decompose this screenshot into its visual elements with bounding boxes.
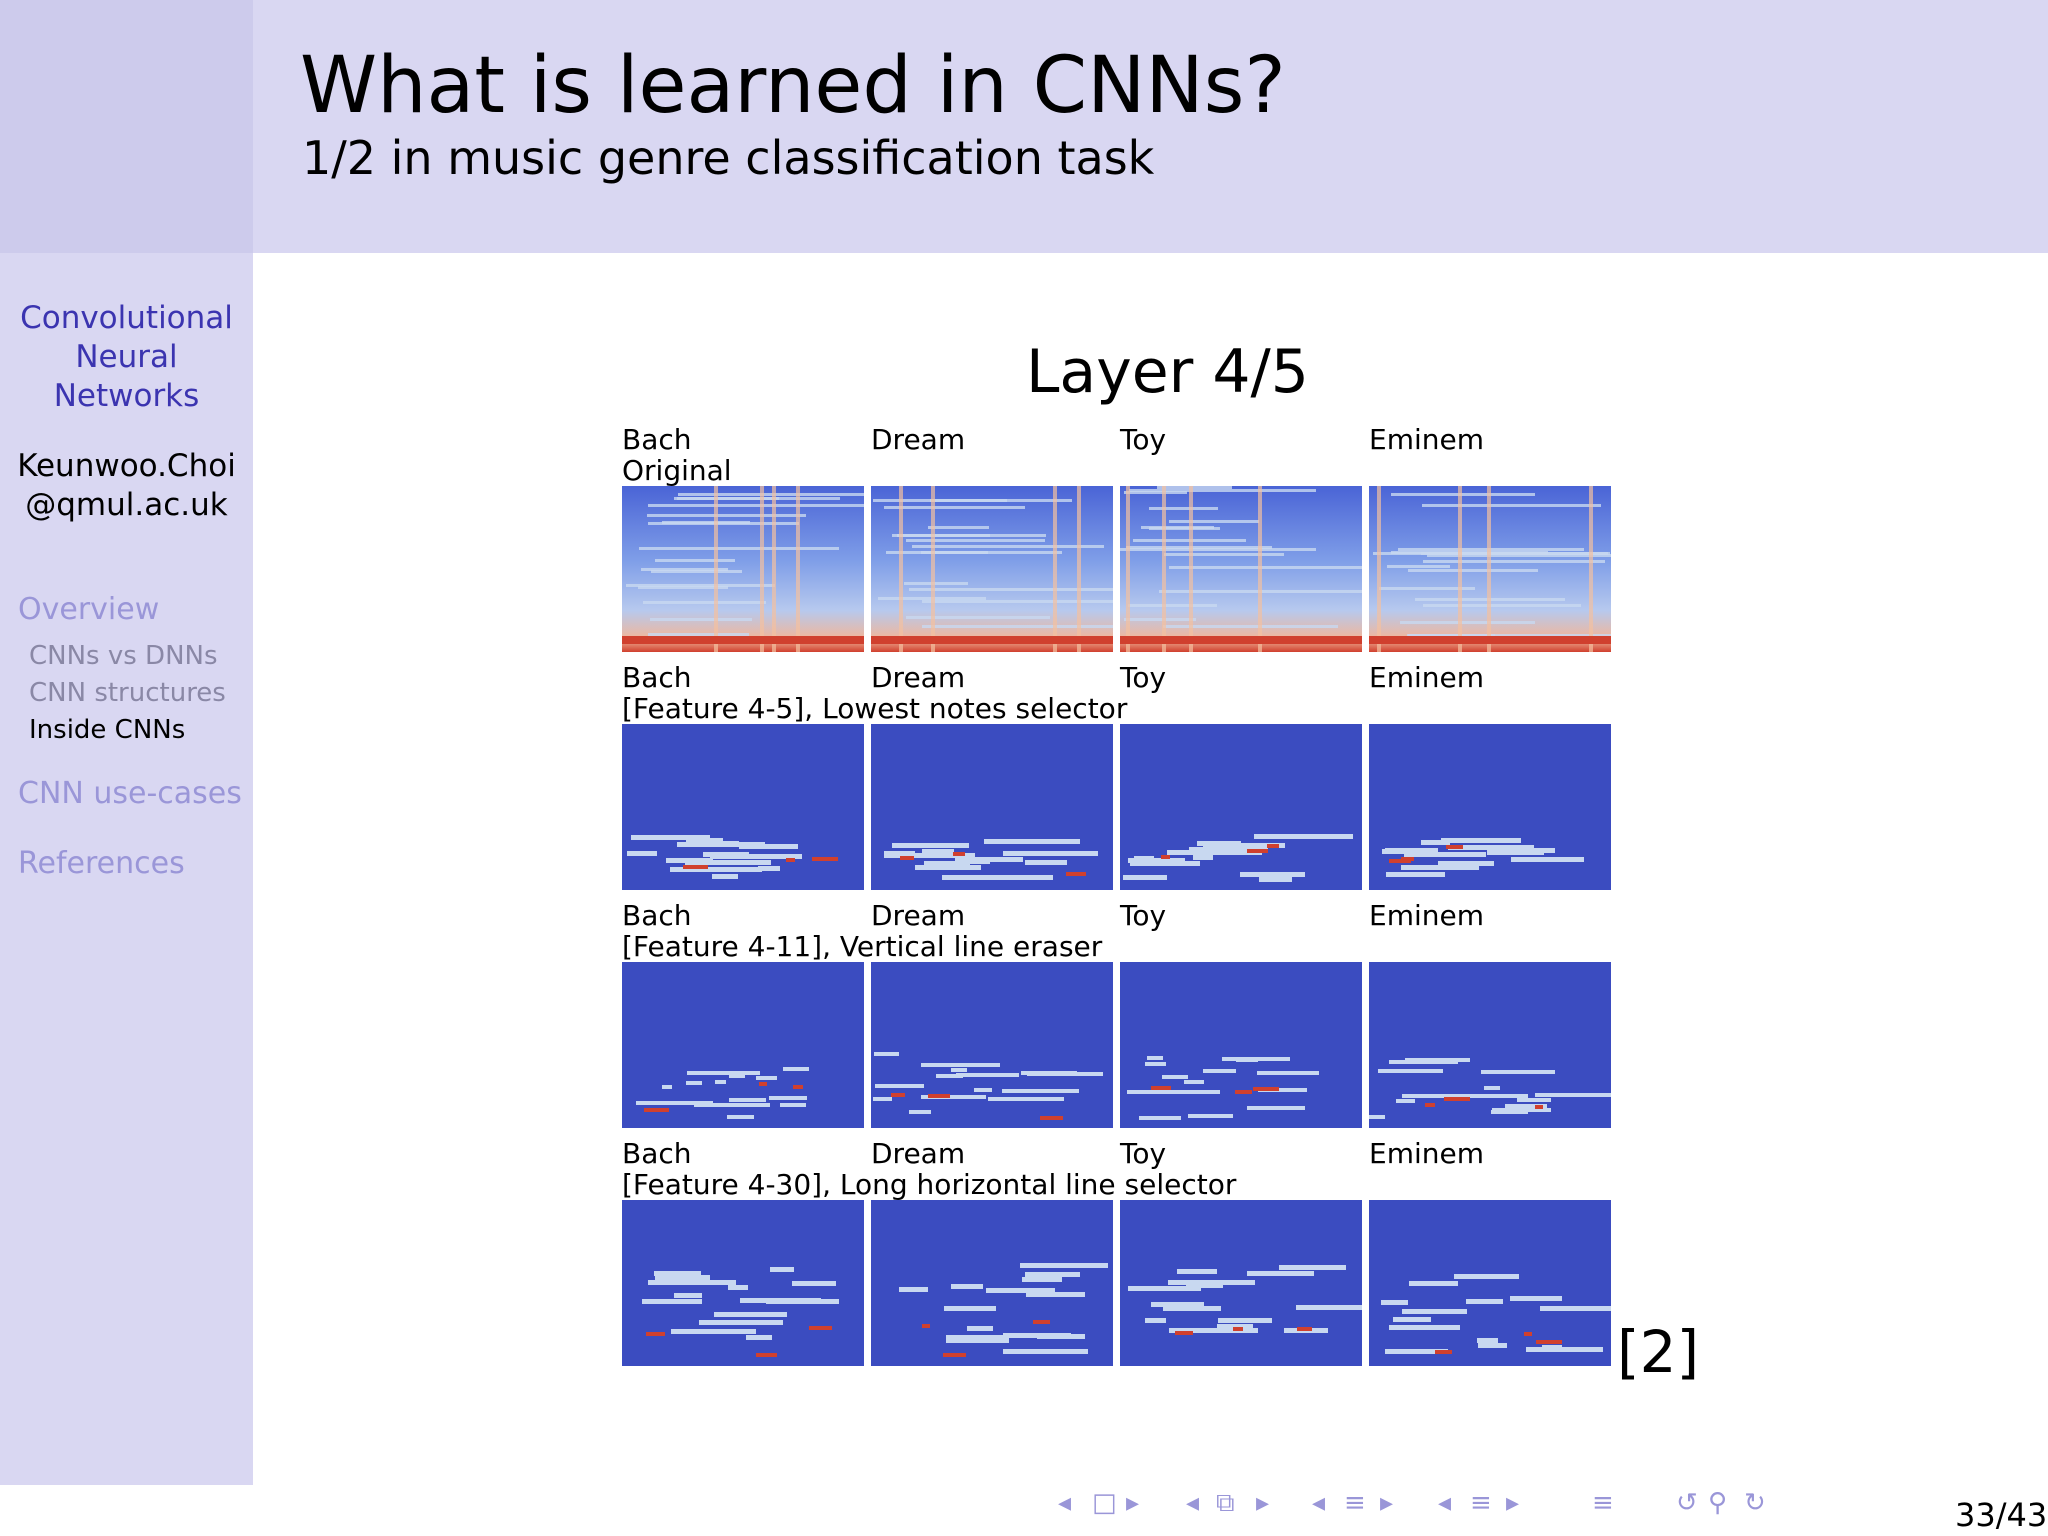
spectrogram-low-toy xyxy=(1120,724,1362,890)
right-arrow-icon[interactable]: ▸ xyxy=(1126,1488,1140,1518)
search-icon[interactable]: ⚲ xyxy=(1708,1488,1728,1518)
song-label: Toy xyxy=(1120,661,1167,694)
spectrogram-original-eminem xyxy=(1369,486,1611,652)
spectrogram-vert-dream xyxy=(871,962,1113,1128)
row-caption: [Feature 4-30], Long horizontal line sel… xyxy=(622,1168,1237,1201)
spectrogram-original-dream xyxy=(871,486,1113,652)
talk-title-line: Neural xyxy=(75,339,178,375)
song-label: Bach xyxy=(622,1137,692,1170)
sidebar-item-inside-cnns[interactable]: Inside CNNs xyxy=(29,715,186,745)
left-arrow-icon[interactable]: ◂ xyxy=(1058,1488,1072,1518)
spectrogram-original-toy xyxy=(1120,486,1362,652)
sidebar-item-cnn-use-cases[interactable]: CNN use-cases xyxy=(18,776,242,811)
spectrogram-horiz-bach xyxy=(622,1200,864,1366)
spectrogram-vert-eminem xyxy=(1369,962,1611,1128)
author-line: @qmul.ac.uk xyxy=(25,487,228,523)
sidebar: Convolutional Neural Networks Keunwoo.Ch… xyxy=(0,253,253,1485)
row-caption: [Feature 4-5], Lowest notes selector xyxy=(622,692,1128,725)
song-label: Dream xyxy=(871,1137,966,1170)
song-label: Toy xyxy=(1120,1137,1167,1170)
row-caption: [Feature 4-11], Vertical line eraser xyxy=(622,930,1103,963)
figure-title: Layer 4/5 xyxy=(1026,337,1309,407)
section-icon[interactable]: ≡ xyxy=(1470,1488,1492,1518)
author-line: Keunwoo.Choi xyxy=(17,448,236,484)
spectrogram-horiz-toy xyxy=(1120,1200,1362,1366)
song-label: Bach xyxy=(622,423,692,456)
song-label: Eminem xyxy=(1369,1137,1484,1170)
song-label: Eminem xyxy=(1369,423,1484,456)
spectrogram-vert-toy xyxy=(1120,962,1362,1128)
talk-title-line: Networks xyxy=(53,378,200,414)
song-label: Toy xyxy=(1120,899,1167,932)
sidebar-item-cnns-vs-dnns[interactable]: CNNs vs DNNs xyxy=(29,641,218,671)
song-label: Bach xyxy=(622,899,692,932)
page-number: 33/43 xyxy=(1955,1496,2048,1534)
sidebar-item-overview[interactable]: Overview xyxy=(18,592,160,627)
song-label: Bach xyxy=(622,661,692,694)
song-label: Dream xyxy=(871,899,966,932)
spectrogram-horiz-eminem xyxy=(1369,1200,1611,1366)
spectrogram-low-dream xyxy=(871,724,1113,890)
spectrogram-vert-bach xyxy=(622,962,864,1128)
slide-header: What is learned in CNNs? 1/2 in music ge… xyxy=(253,0,2048,253)
slide-subtitle: 1/2 in music genre classification task xyxy=(302,131,1155,185)
song-label: Dream xyxy=(871,661,966,694)
sidebar-item-cnn-structures[interactable]: CNN structures xyxy=(29,678,226,708)
right-arrow-icon[interactable]: ▸ xyxy=(1256,1488,1270,1518)
song-label: Eminem xyxy=(1369,661,1484,694)
spectrogram-horiz-dream xyxy=(871,1200,1113,1366)
document-icon[interactable]: ≡ xyxy=(1592,1488,1614,1518)
citation[interactable]: [2] xyxy=(1617,1318,1700,1386)
undo-icon[interactable]: ↺ xyxy=(1676,1488,1698,1518)
talk-title[interactable]: Convolutional Neural Networks xyxy=(0,299,253,416)
spectrogram-original-bach xyxy=(622,486,864,652)
slide-title: What is learned in CNNs? xyxy=(300,41,1286,131)
beamer-navigation: ◂ □ ▸ ◂ ⧉ ▸ ◂ ≡ ▸ ◂ ≡ ▸ ≡ ↺ ⚲ ↻ xyxy=(1058,1488,1788,1528)
right-arrow-icon[interactable]: ▸ xyxy=(1380,1488,1394,1518)
sidebar-item-references[interactable]: References xyxy=(18,846,185,881)
redo-icon[interactable]: ↻ xyxy=(1744,1488,1766,1518)
right-arrow-icon[interactable]: ▸ xyxy=(1506,1488,1520,1518)
header-corner xyxy=(0,0,253,253)
spectrogram-low-eminem xyxy=(1369,724,1611,890)
subsection-icon[interactable]: ⧉ xyxy=(1216,1488,1235,1518)
author: Keunwoo.Choi @qmul.ac.uk xyxy=(0,447,253,525)
song-label: Eminem xyxy=(1369,899,1484,932)
spectrogram-low-bach xyxy=(622,724,864,890)
left-arrow-icon[interactable]: ◂ xyxy=(1186,1488,1200,1518)
section-icon[interactable]: ≡ xyxy=(1344,1488,1366,1518)
left-arrow-icon[interactable]: ◂ xyxy=(1438,1488,1452,1518)
row-caption: Original xyxy=(622,454,732,487)
frame-icon[interactable]: □ xyxy=(1092,1488,1117,1518)
song-label: Toy xyxy=(1120,423,1167,456)
left-arrow-icon[interactable]: ◂ xyxy=(1312,1488,1326,1518)
song-label: Dream xyxy=(871,423,966,456)
talk-title-line: Convolutional xyxy=(20,300,233,336)
